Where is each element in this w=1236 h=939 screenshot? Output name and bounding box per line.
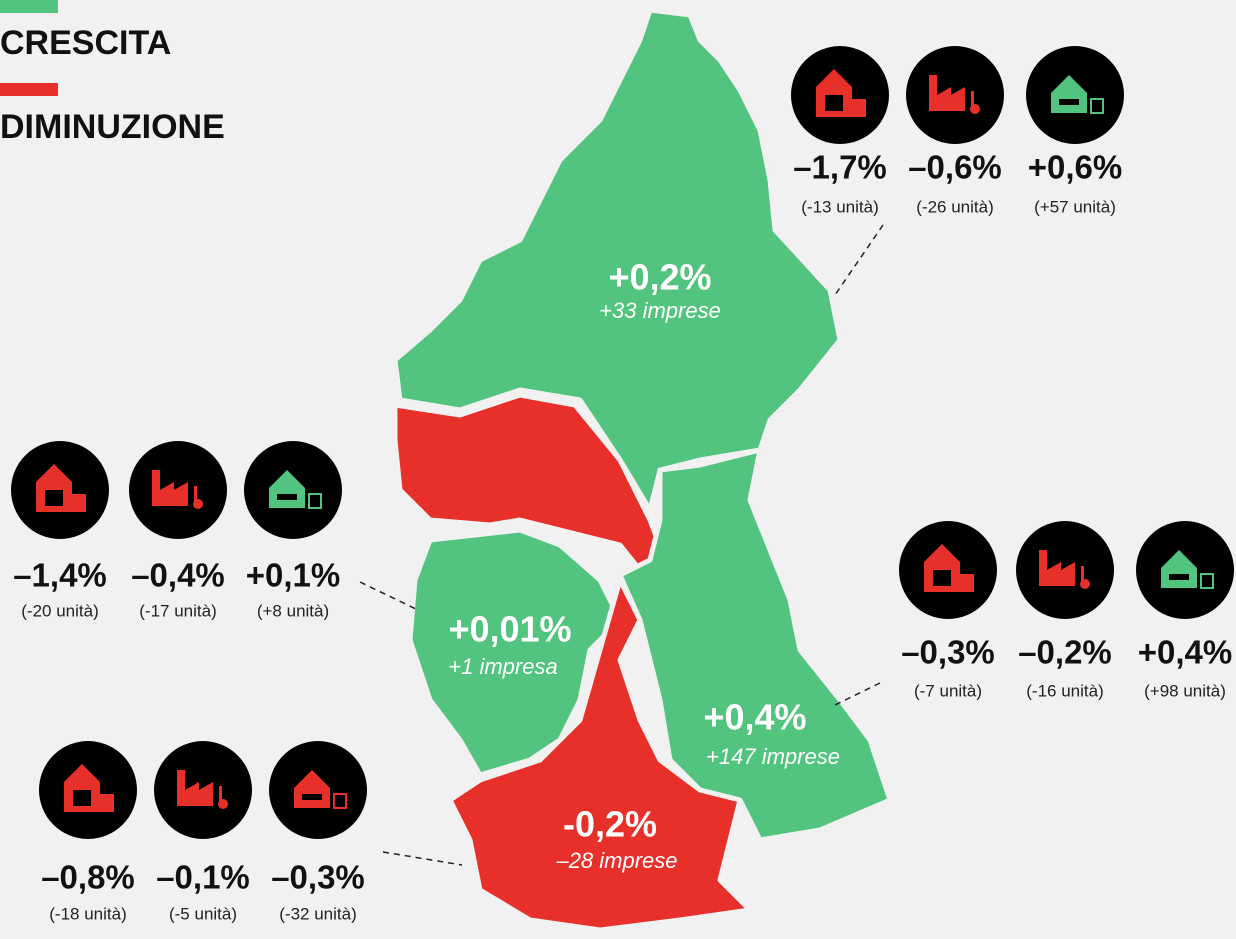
sector-value: –0,8% [41,859,135,896]
sector-units: (-20 unità) [21,601,98,620]
sector-value: –1,4% [13,557,107,594]
legend-label: CRESCITA [0,24,171,62]
sector-value: +0,6% [1028,149,1123,186]
leader [834,224,884,296]
icon-shape [333,793,347,809]
sector-stat: +0,1% (+8 unità) [244,441,342,620]
icon-shape [177,770,213,806]
legend-label: DIMINUZIONE [0,108,225,146]
sector-value: –0,6% [908,149,1002,186]
icon-shape [933,570,951,586]
sector-units: (+98 unità) [1144,681,1226,700]
sector-value: –1,7% [793,149,887,186]
leader [834,682,881,706]
icon-shape [960,574,974,592]
icon-shape [194,486,197,502]
sector-units: (-16 unità) [1026,681,1103,700]
region-change: -0,2% [563,804,657,845]
sector-stat: +0,6% (+57 unità) [1026,46,1124,216]
sector-value: –0,3% [271,859,365,896]
sector-units: (-17 unità) [139,601,216,620]
sector-value: +0,4% [1138,634,1233,671]
sector-value: +0,1% [246,557,341,594]
sector-stat: –0,2% (-16 unità) [1016,521,1114,700]
icon-shape [825,95,843,111]
sector-stat: –0,3% (-32 unità) [269,741,367,923]
sector-stat: –0,1% (-5 unità) [154,741,252,923]
sector-stat: –0,8% (-18 unità) [39,741,137,923]
sector-units: (+8 unità) [257,601,329,620]
sector-units: (-5 unità) [169,904,237,923]
sector-stat: +0,4% (+98 unità) [1136,521,1234,700]
icon-shape [152,470,188,506]
sector-units: (-7 unità) [914,681,982,700]
sector-stat: –0,3% (-7 unità) [899,521,997,700]
icon-shape [852,99,866,117]
icon-shape [1059,99,1079,105]
icon-shape [100,794,114,812]
sector-stat: –0,4% (-17 unità) [129,441,227,620]
sector-units: (-18 unità) [49,904,126,923]
sector-value: –0,1% [156,859,250,896]
sector-units: (-13 unità) [801,197,878,216]
icon-shape [1081,566,1084,582]
icon-shape [277,494,297,500]
region-south [447,577,753,933]
icon-shape [302,794,322,800]
icon-shape [971,91,974,107]
sector-units: (-32 unità) [279,904,356,923]
icon-shape [72,494,86,512]
region-note: –28 imprese [555,848,677,873]
icon-shape [1090,98,1104,114]
icon-shape [219,786,222,802]
leader [359,581,419,611]
sector-value: –0,2% [1018,634,1112,671]
icon-shape [45,490,63,506]
legend-swatch [0,83,58,96]
icon-shape [73,790,91,806]
leader [382,851,463,866]
region-change: +0,01% [448,609,571,650]
sector-units: (+57 unità) [1034,197,1116,216]
regions [392,7,893,933]
region-note: +147 imprese [706,744,840,769]
sector-stat: –1,7% (-13 unità) [791,46,889,216]
region-change: +0,2% [608,257,711,298]
icon-shape [929,75,965,111]
icon-shape [308,493,322,509]
region-note: +33 imprese [599,298,721,323]
icon-shape [1039,550,1075,586]
region-change: +0,4% [703,697,806,738]
sector-stat: –1,4% (-20 unità) [11,441,109,620]
legend-swatch [0,0,58,13]
sector-stat: –0,6% (-26 unità) [906,46,1004,216]
icon-shape [1169,574,1189,580]
region-west-north [392,392,668,573]
region-note: +1 impresa [448,654,557,679]
icon-shape [1200,573,1214,589]
sector-value: –0,4% [131,557,225,594]
sector-value: –0,3% [901,634,995,671]
sector-units: (-26 unità) [916,197,993,216]
